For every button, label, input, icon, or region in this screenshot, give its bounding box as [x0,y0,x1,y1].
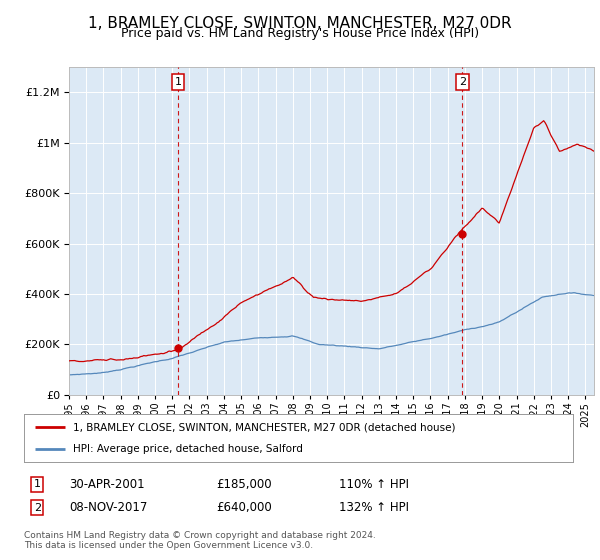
Text: 132% ↑ HPI: 132% ↑ HPI [339,501,409,515]
Text: Contains HM Land Registry data © Crown copyright and database right 2024.
This d: Contains HM Land Registry data © Crown c… [24,531,376,550]
Text: £185,000: £185,000 [216,478,272,491]
Text: 1, BRAMLEY CLOSE, SWINTON, MANCHESTER, M27 0DR (detached house): 1, BRAMLEY CLOSE, SWINTON, MANCHESTER, M… [73,422,456,432]
Text: 30-APR-2001: 30-APR-2001 [69,478,145,491]
Text: Price paid vs. HM Land Registry's House Price Index (HPI): Price paid vs. HM Land Registry's House … [121,27,479,40]
Text: 110% ↑ HPI: 110% ↑ HPI [339,478,409,491]
Text: 2: 2 [34,503,41,513]
Text: 1: 1 [175,77,181,87]
Text: 08-NOV-2017: 08-NOV-2017 [69,501,148,515]
Text: 1: 1 [34,479,41,489]
Text: 2: 2 [459,77,466,87]
Text: 1, BRAMLEY CLOSE, SWINTON, MANCHESTER, M27 0DR: 1, BRAMLEY CLOSE, SWINTON, MANCHESTER, M… [88,16,512,31]
Text: HPI: Average price, detached house, Salford: HPI: Average price, detached house, Salf… [73,444,303,454]
Text: £640,000: £640,000 [216,501,272,515]
